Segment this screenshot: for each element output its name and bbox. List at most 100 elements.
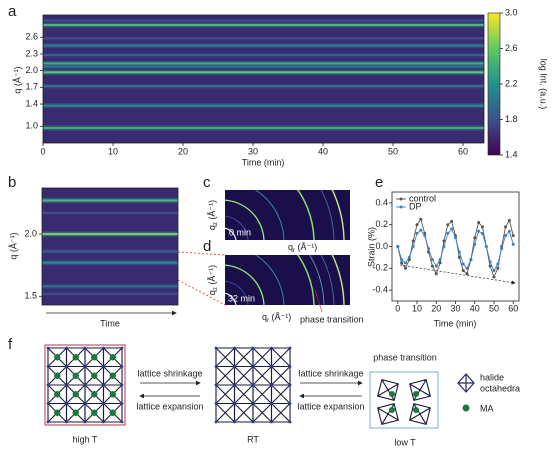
point	[511, 242, 515, 246]
ma	[91, 391, 98, 398]
y-tick-label: -0.2	[372, 263, 388, 273]
point	[504, 234, 508, 238]
halide-node	[214, 365, 218, 368]
ma	[109, 354, 116, 361]
point	[403, 261, 407, 265]
octahedron	[233, 347, 254, 368]
halide-node	[233, 420, 236, 424]
halide-node	[233, 402, 236, 405]
ma	[54, 409, 61, 416]
halide-node	[251, 383, 255, 387]
halide-node	[120, 420, 124, 424]
point	[454, 236, 457, 240]
unit: (Å⁻¹)	[207, 200, 217, 220]
colorbar-tick-label: 2.6	[505, 43, 518, 53]
band	[43, 104, 484, 107]
x-tick-label: 20	[431, 303, 441, 313]
octahedron	[270, 365, 291, 386]
point	[438, 261, 442, 265]
point	[411, 245, 415, 248]
halide-node	[214, 420, 218, 424]
halide-node	[46, 365, 50, 368]
time-label: 32 min	[228, 293, 255, 303]
band	[43, 126, 484, 129]
diagram-label: phase transition	[373, 352, 437, 362]
octahedron	[377, 379, 399, 401]
octahedron	[252, 402, 273, 423]
band	[42, 211, 178, 214]
y-axis-label: q (Å⁻¹)	[8, 232, 18, 259]
point	[488, 264, 492, 268]
point	[430, 258, 434, 262]
octahedron	[233, 402, 254, 423]
sub: r	[267, 318, 269, 324]
x-tick-label: 40	[318, 146, 328, 156]
halide-node	[102, 383, 105, 387]
octahedron	[409, 403, 431, 425]
point	[450, 227, 454, 231]
trend-arrow	[399, 264, 516, 285]
point	[450, 219, 454, 223]
zoom-line	[177, 251, 226, 256]
halide-node	[46, 383, 50, 387]
halide-node	[120, 365, 124, 368]
halide-node	[83, 346, 87, 350]
band	[43, 85, 484, 88]
halide-node	[288, 346, 292, 350]
halide-node	[270, 346, 273, 350]
point	[446, 223, 450, 227]
ma	[109, 391, 116, 398]
halide-node	[288, 383, 292, 387]
ma	[54, 354, 61, 361]
octahedron	[252, 365, 273, 386]
halide-node	[288, 402, 292, 405]
halide-node	[83, 383, 87, 387]
point	[430, 264, 434, 268]
x-tick-label: 50	[388, 146, 398, 156]
octahedron	[252, 384, 273, 405]
halide-node	[251, 346, 255, 350]
ma	[91, 372, 98, 379]
octahedron-icon	[457, 373, 475, 393]
halide-node	[214, 402, 218, 405]
halide-node	[288, 365, 292, 368]
band	[42, 199, 178, 202]
frame	[44, 344, 126, 426]
point	[480, 231, 484, 235]
x-tick-label: 30	[248, 146, 258, 156]
x-axis-label: qr (Å⁻¹)	[288, 242, 317, 253]
legend-label: control	[409, 193, 436, 203]
point	[415, 223, 419, 227]
point	[461, 262, 465, 266]
annotation-line	[314, 289, 323, 313]
octahedron	[270, 347, 291, 368]
halide-node	[270, 420, 273, 424]
legend-label: halide	[480, 372, 504, 382]
point	[507, 229, 511, 233]
halide-node	[83, 365, 87, 368]
band	[43, 62, 484, 65]
y-tick-label: 2.0	[24, 228, 37, 238]
halide-node	[233, 383, 236, 387]
point	[396, 245, 400, 248]
point	[403, 266, 407, 270]
halide-node	[120, 402, 124, 405]
point	[427, 247, 431, 251]
halide-node	[102, 365, 105, 368]
point	[419, 217, 423, 221]
y-tick-label: -0.4	[372, 284, 388, 294]
x-tick-label: 60	[458, 146, 468, 156]
octahedron	[252, 347, 273, 368]
x-tick-label: 0	[40, 146, 45, 156]
point	[415, 231, 419, 235]
octahedron	[215, 384, 236, 405]
y-axis-label: Strain (%)	[366, 227, 376, 267]
panel-label: f	[8, 336, 13, 353]
point	[457, 250, 461, 254]
ma	[413, 391, 419, 397]
octahedron	[270, 402, 291, 423]
sym: q	[288, 242, 293, 252]
halide-node	[251, 402, 255, 405]
octahedron	[409, 379, 431, 401]
ma	[72, 354, 79, 361]
